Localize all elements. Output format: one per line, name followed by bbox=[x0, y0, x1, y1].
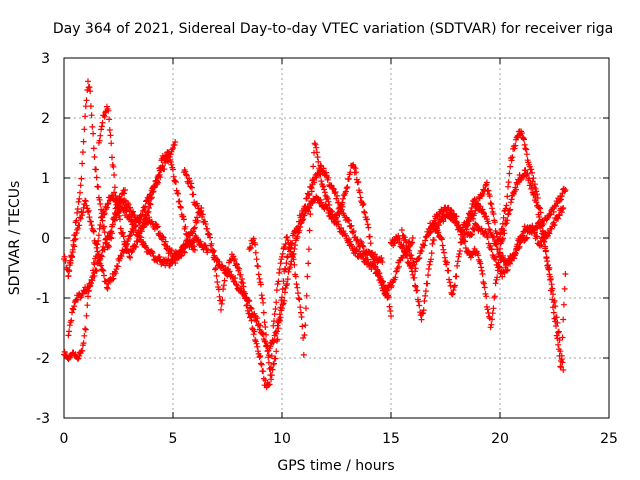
x-axis-label: GPS time / hours bbox=[277, 458, 394, 474]
grid bbox=[64, 58, 609, 418]
y-tick-label: 1 bbox=[41, 171, 50, 187]
data-point-markers bbox=[398, 128, 567, 373]
x-tick-label: 5 bbox=[169, 431, 178, 447]
data-track-5 bbox=[95, 103, 198, 261]
data-point-markers bbox=[246, 162, 386, 383]
data-track-7 bbox=[209, 193, 416, 359]
x-tick-label: 20 bbox=[491, 431, 509, 447]
x-tick-labels: 0 5 10 15 20 25 bbox=[60, 431, 618, 447]
axis-ticks bbox=[63, 57, 610, 419]
y-tick-label: -2 bbox=[36, 351, 50, 367]
y-tick-labels: -3 -2 -1 0 1 2 3 bbox=[36, 51, 50, 427]
x-tick-label: 25 bbox=[600, 431, 618, 447]
y-axis-label: SDTVAR / TECUs bbox=[7, 181, 23, 296]
y-tick-label: -1 bbox=[36, 291, 50, 307]
y-tick-label: 0 bbox=[41, 231, 50, 247]
x-tick-label: 15 bbox=[382, 431, 400, 447]
y-tick-label: 3 bbox=[41, 51, 50, 67]
data-track-11 bbox=[427, 167, 569, 371]
x-tick-label: 0 bbox=[60, 431, 69, 447]
chart-title: Day 364 of 2021, Sidereal Day-to-day VTE… bbox=[53, 21, 613, 37]
y-tick-label: -3 bbox=[36, 411, 50, 427]
data-point-markers bbox=[464, 185, 569, 280]
data-track-6 bbox=[180, 140, 394, 391]
data-point-markers bbox=[180, 140, 394, 391]
x-tick-label: 10 bbox=[273, 431, 291, 447]
y-tick-label: 2 bbox=[41, 111, 50, 127]
data-point-markers bbox=[427, 167, 569, 371]
sdtvar-series bbox=[61, 78, 569, 391]
data-track-12 bbox=[464, 185, 569, 280]
data-track-8 bbox=[246, 162, 386, 383]
data-track-10 bbox=[398, 128, 567, 373]
data-point-markers bbox=[209, 193, 416, 359]
data-point-markers bbox=[95, 103, 198, 261]
